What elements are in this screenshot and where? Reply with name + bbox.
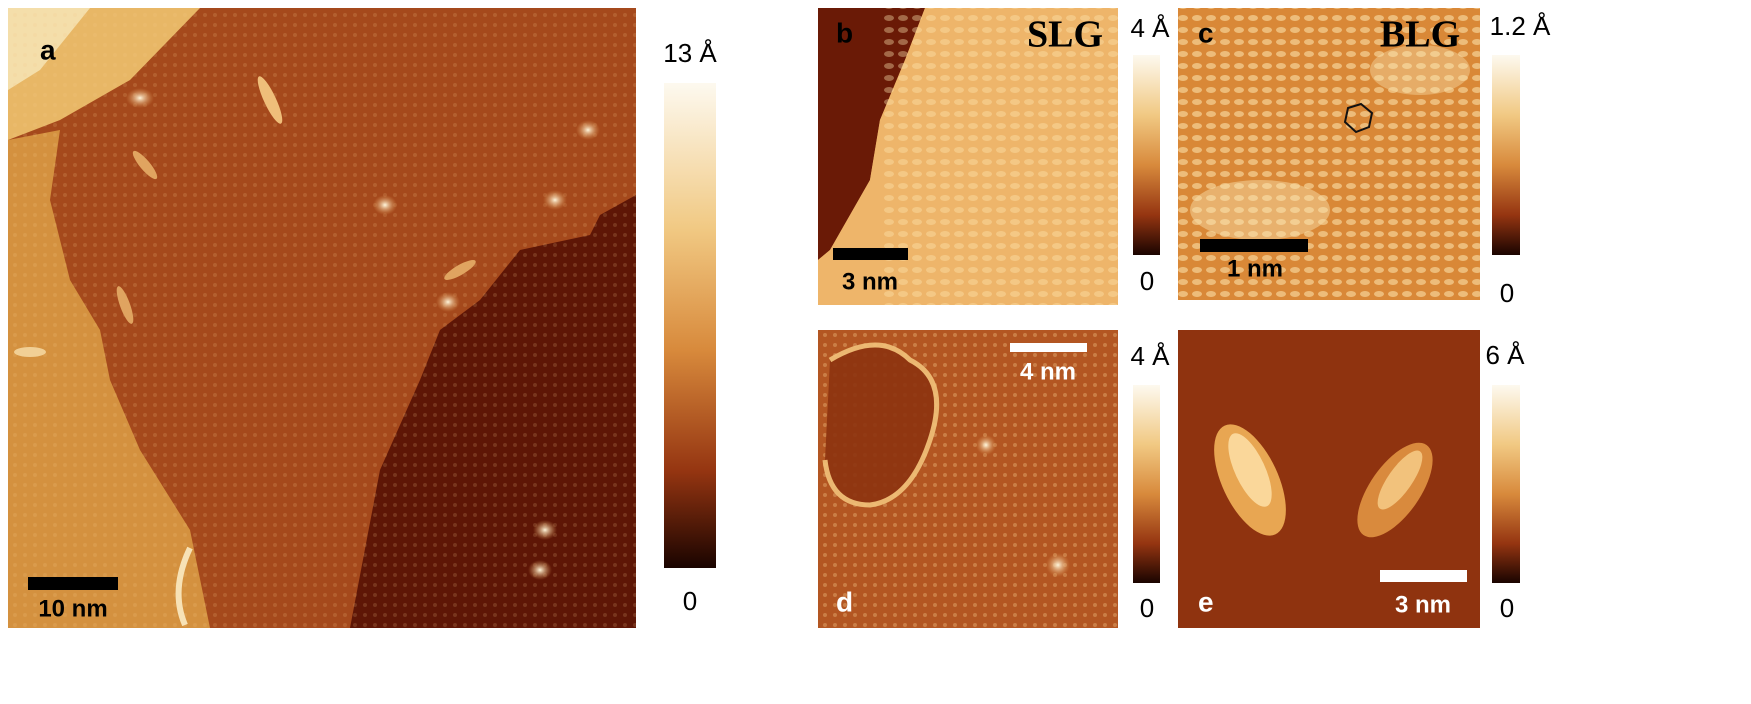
panel-label: b [836,17,853,48]
colorbar-min: 0 [1140,266,1154,296]
colorbar [1492,55,1520,255]
panel-label: c [1198,17,1214,48]
colorbar [1133,385,1160,583]
panel-a-image [8,8,636,628]
panel-tag: SLG [1027,14,1103,56]
scale-bar [1010,343,1087,352]
scale-bar-label: 1 nm [1227,255,1283,282]
scale-bar [28,577,118,590]
colorbar-max: 6 Å [1485,340,1525,370]
colorbar-max: 13 Å [663,38,717,68]
colorbar-min: 0 [1500,593,1514,623]
panel-tag: BLG [1380,14,1460,56]
scale-bar [1380,570,1467,582]
scale-bar [1200,239,1308,252]
panel-label: d [836,586,853,617]
panel-label: e [1198,586,1214,617]
colorbar [1133,55,1160,255]
panel-label: a [40,34,56,65]
colorbar-min: 0 [1500,278,1514,308]
scale-bar-label: 3 nm [1395,591,1451,618]
colorbar-max: 4 Å [1130,13,1170,43]
colorbar-min: 0 [1140,593,1154,623]
figure: a 10 nm 13 Å 0 b SLG 3 nm 4 Å 0 c BLG 1 … [0,0,1751,704]
colorbar-max: 1.2 Å [1490,11,1551,41]
colorbar-min: 0 [683,586,697,616]
scale-bar [833,248,908,260]
panel-e-image [1178,330,1480,628]
scale-bar-label: 10 nm [38,595,107,622]
scale-bar-label: 4 nm [1020,358,1076,385]
scale-bar-label: 3 nm [842,268,898,295]
colorbar [664,83,716,568]
colorbar-max: 4 Å [1130,341,1170,371]
colorbar [1492,385,1520,583]
